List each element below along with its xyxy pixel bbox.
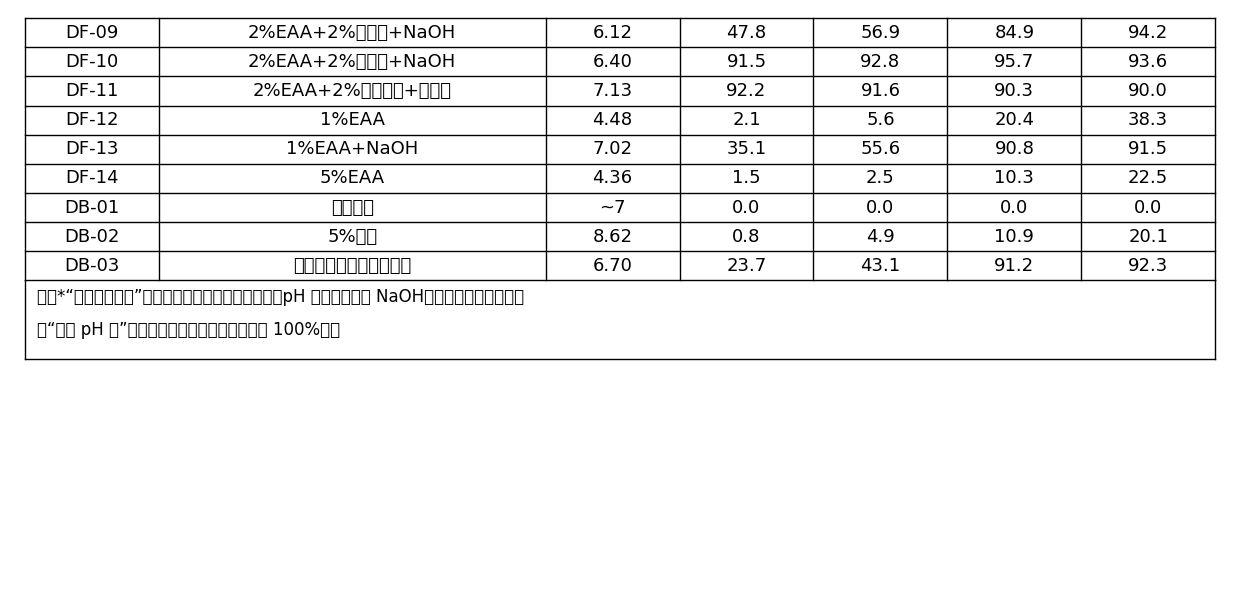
Text: 92.2: 92.2	[727, 82, 766, 100]
Text: 2%EAA+2%单乙醇胺+柠檬酸: 2%EAA+2%单乙醇胺+柠檬酸	[253, 82, 451, 100]
Text: 10.3: 10.3	[994, 169, 1034, 188]
Text: DF-14: DF-14	[64, 169, 119, 188]
Text: 91.5: 91.5	[1128, 140, 1168, 158]
Text: 1%EAA: 1%EAA	[320, 111, 384, 129]
Text: 5.6: 5.6	[866, 111, 895, 129]
Text: 以“原液 pH 値”来控制，余量为纯水（即补足至 100%）。: 以“原液 pH 値”来控制，余量为纯水（即补足至 100%）。	[37, 321, 340, 339]
Text: DF-13: DF-13	[64, 140, 119, 158]
Text: 6.70: 6.70	[593, 257, 632, 275]
Text: 6.40: 6.40	[593, 53, 632, 71]
Text: 2.1: 2.1	[732, 111, 761, 129]
Text: 95.7: 95.7	[994, 53, 1034, 71]
Text: DF-09: DF-09	[64, 24, 119, 42]
Text: 5%尿素: 5%尿素	[327, 228, 377, 246]
Text: 7.13: 7.13	[593, 82, 632, 100]
Text: 2%EAA+2%赖氨酸+NaOH: 2%EAA+2%赖氨酸+NaOH	[248, 24, 456, 42]
Text: 0.8: 0.8	[733, 228, 760, 246]
Text: 4.48: 4.48	[593, 111, 632, 129]
Text: 90.0: 90.0	[1128, 82, 1168, 100]
Text: 38.3: 38.3	[1128, 111, 1168, 129]
Text: 84.9: 84.9	[994, 24, 1034, 42]
Text: 0.0: 0.0	[867, 198, 894, 217]
Text: 7.02: 7.02	[593, 140, 632, 158]
Text: 注：*“配方组合成分”中标注的含量均为质量百分比，pH 値调节剂（如 NaOH、柠檬酸）加量较少，: 注：*“配方组合成分”中标注的含量均为质量百分比，pH 値调节剂（如 NaOH、…	[37, 288, 525, 307]
Text: 35.1: 35.1	[727, 140, 766, 158]
Text: 20.4: 20.4	[994, 111, 1034, 129]
Text: 91.5: 91.5	[727, 53, 766, 71]
Text: DB-01: DB-01	[64, 198, 119, 217]
Text: 94.2: 94.2	[1128, 24, 1168, 42]
Text: DF-12: DF-12	[64, 111, 119, 129]
Text: 91.2: 91.2	[994, 257, 1034, 275]
Text: 4.9: 4.9	[866, 228, 895, 246]
Text: 8.62: 8.62	[593, 228, 632, 246]
Text: 90.8: 90.8	[994, 140, 1034, 158]
Text: 0.0: 0.0	[733, 198, 760, 217]
Text: DB-02: DB-02	[64, 228, 119, 246]
Text: DF-10: DF-10	[66, 53, 118, 71]
Text: 91.6: 91.6	[861, 82, 900, 100]
Text: 2.5: 2.5	[866, 169, 895, 188]
Text: DB-03: DB-03	[64, 257, 119, 275]
Text: 0.0: 0.0	[1135, 198, 1162, 217]
Text: 22.5: 22.5	[1128, 169, 1168, 188]
Text: 0.0: 0.0	[1001, 198, 1028, 217]
Text: 23.7: 23.7	[727, 257, 766, 275]
Text: 10.9: 10.9	[994, 228, 1034, 246]
Text: DF-11: DF-11	[64, 82, 119, 100]
Text: 20.1: 20.1	[1128, 228, 1168, 246]
Text: 5%EAA: 5%EAA	[320, 169, 384, 188]
Text: 1.5: 1.5	[732, 169, 761, 188]
Text: 92.3: 92.3	[1128, 257, 1168, 275]
Text: 92.8: 92.8	[861, 53, 900, 71]
Text: 56.9: 56.9	[861, 24, 900, 42]
Text: 纯水参比: 纯水参比	[331, 198, 373, 217]
Text: 47.8: 47.8	[727, 24, 766, 42]
Text: 43.1: 43.1	[861, 257, 900, 275]
Text: 93.6: 93.6	[1128, 53, 1168, 71]
Text: 1%EAA+NaOH: 1%EAA+NaOH	[286, 140, 418, 158]
Text: ~7: ~7	[599, 198, 626, 217]
Text: 55.6: 55.6	[861, 140, 900, 158]
Text: 4.36: 4.36	[593, 169, 632, 188]
Text: 2%EAA+2%甸氨酸+NaOH: 2%EAA+2%甸氨酸+NaOH	[248, 53, 456, 71]
Text: 90.3: 90.3	[994, 82, 1034, 100]
Text: 6.12: 6.12	[593, 24, 632, 42]
Text: 某一市售强力除甲醇产品: 某一市售强力除甲醇产品	[293, 257, 412, 275]
